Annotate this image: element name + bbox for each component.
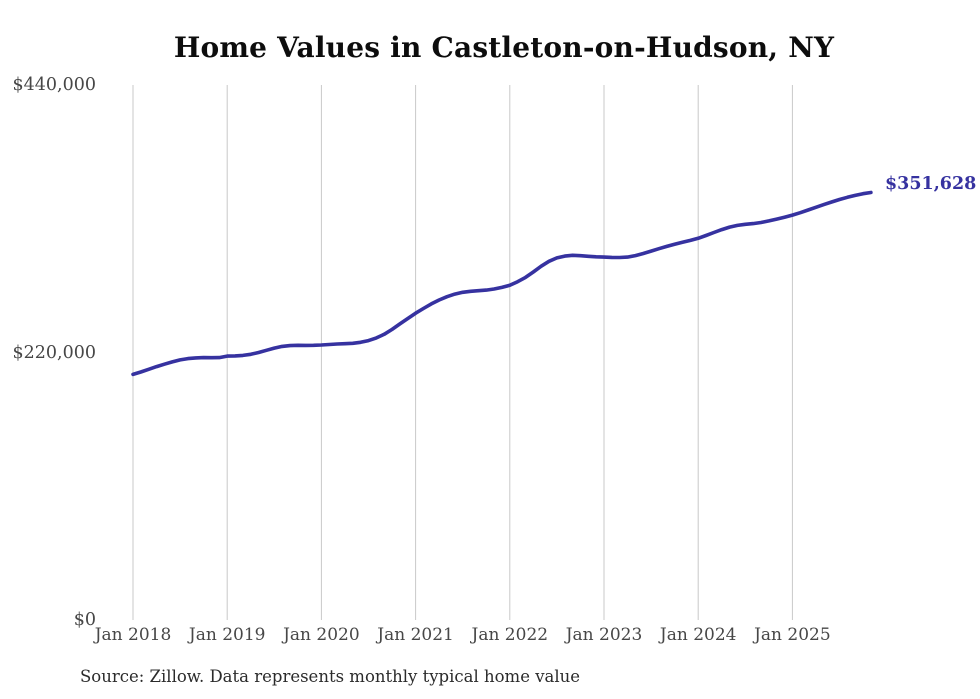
y-tick-label: $220,000	[12, 342, 96, 363]
gridlines	[132, 85, 793, 620]
y-tick-label: $0	[73, 610, 96, 630]
x-tick-label: Jan 2024	[659, 625, 737, 645]
y-tick-label: $440,000	[12, 75, 96, 95]
x-tick-label: Jan 2020	[283, 625, 360, 645]
chart-title: Home Values in Castleton-on-Hudson, NY	[173, 31, 835, 64]
home-value-line	[131, 190, 873, 377]
source-note: Source: Zillow. Data represents monthly …	[80, 667, 581, 686]
x-tick-label: Jan 2018	[94, 625, 172, 645]
latest-value-label: $351,628	[885, 174, 977, 194]
x-tick-label: Jan 2019	[188, 625, 266, 645]
x-tick-label: Jan 2021	[377, 625, 454, 645]
x-tick-label: Jan 2022	[471, 625, 549, 645]
x-tick-label: Jan 2025	[754, 625, 831, 645]
x-tick-label: Jan 2023	[565, 625, 643, 645]
